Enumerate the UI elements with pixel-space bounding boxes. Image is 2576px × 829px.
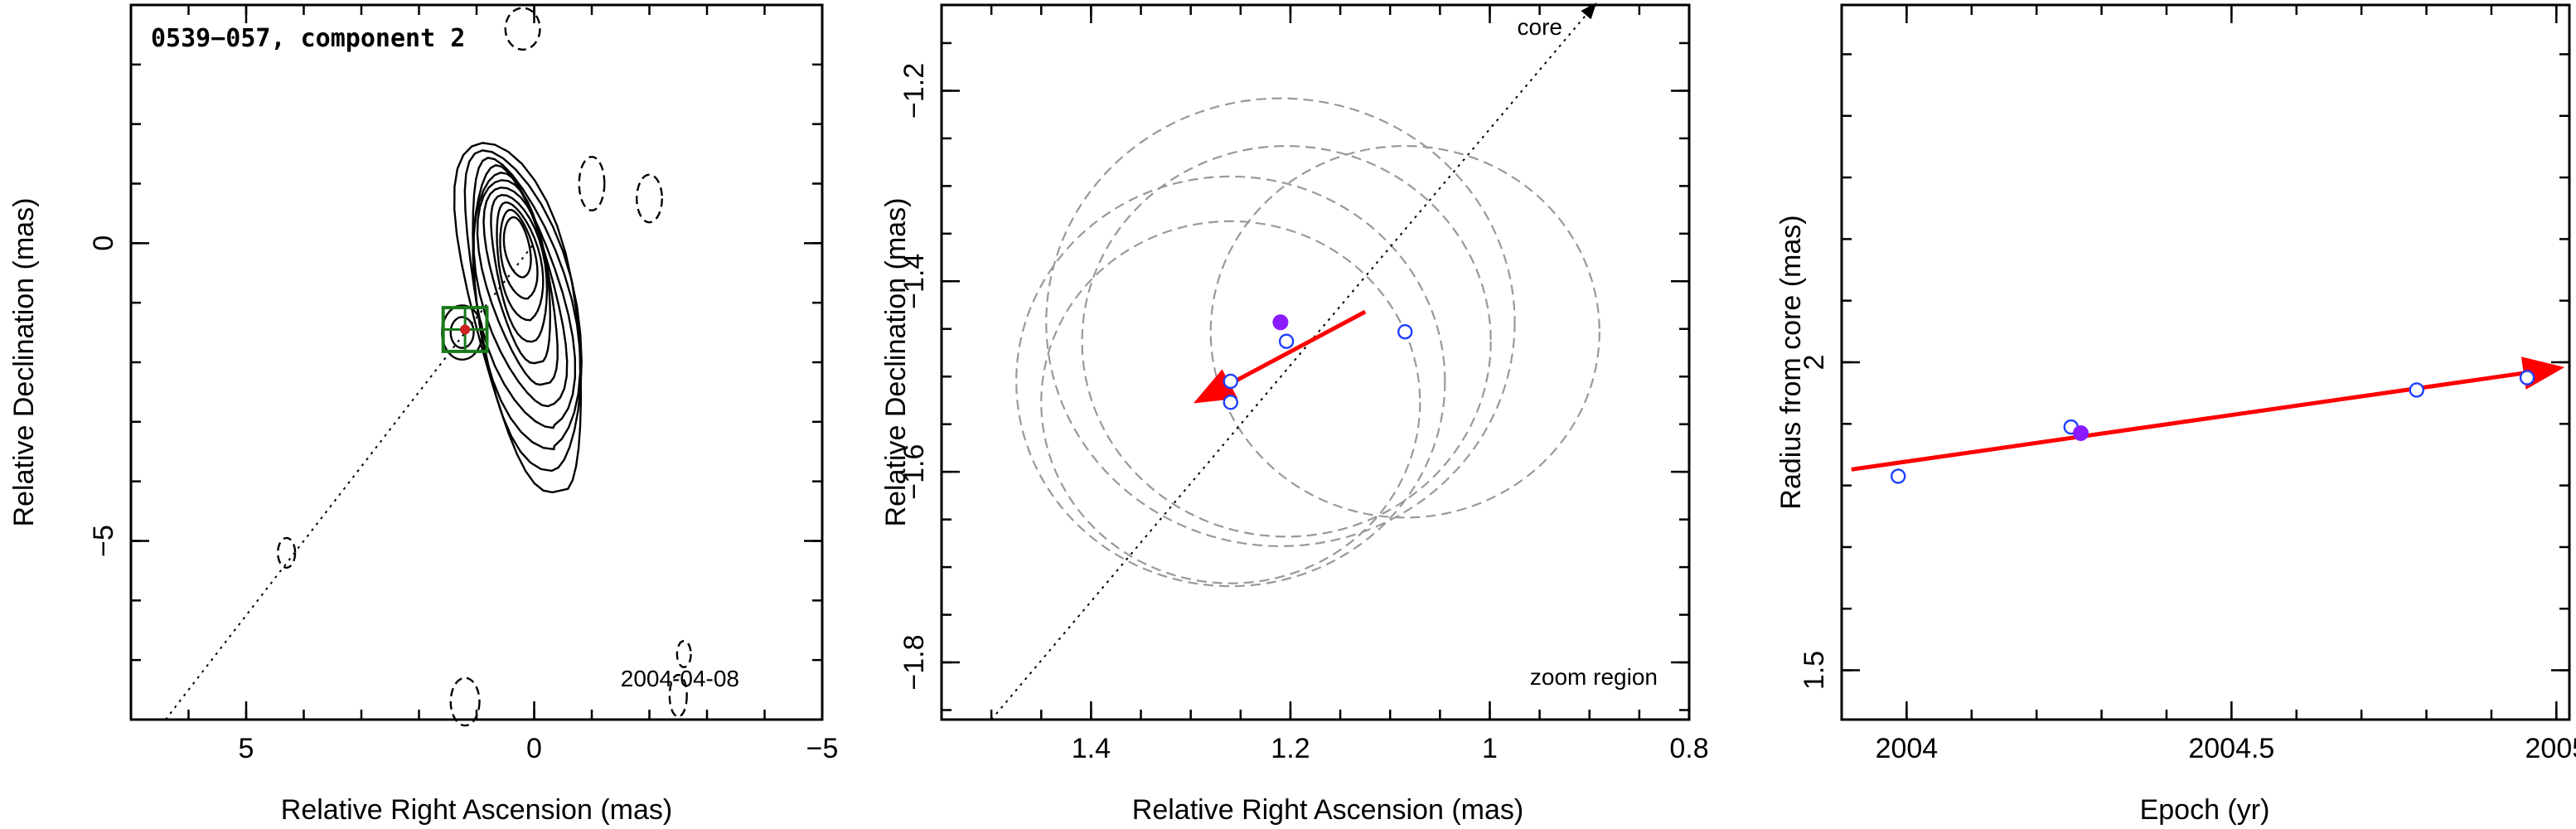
y-tick-label: 2 (1799, 355, 1830, 371)
positive-contour (496, 201, 545, 322)
error-circle (1015, 175, 1446, 588)
open-radius-point (1891, 468, 1906, 484)
radius-points (1891, 370, 2535, 484)
x-tick-label: −5 (806, 733, 839, 764)
positive-contour (502, 216, 532, 279)
axis-ticks: 5 0 −5 0 −5 (88, 3, 839, 764)
open-position-point (1223, 395, 1238, 410)
open-radius-point (2519, 370, 2535, 385)
plot-frame (129, 3, 824, 721)
negative-contour (636, 173, 663, 224)
open-position-point (1278, 333, 1295, 349)
x-tick-label: 0 (526, 733, 542, 764)
open-radius-point (2409, 382, 2424, 398)
position-points (1223, 314, 1413, 410)
panel-radius-epoch: 2004 2004.5 2005 1.5 2 Epoch (yr) Radius fro… (1775, 3, 2576, 826)
zoom-region-label: zoom region (1530, 664, 1658, 690)
y-tick-label: −1.8 (898, 634, 930, 690)
error-circle (1209, 145, 1600, 519)
component-contour (449, 316, 475, 349)
x-tick-label: 2004.5 (2188, 733, 2274, 764)
positive-contour (490, 193, 549, 343)
panel-zoom: 1.4 1.2 1 0.8 −1.2 −1.4 −1.6 −1.8 core zoom reg… (880, 2, 1709, 826)
x-tick-label: 1.2 (1271, 733, 1310, 764)
negative-contour (675, 639, 692, 668)
epoch-date-label: 2004-04-08 (621, 666, 739, 691)
y-axis-label: Relative Declination (mas) (880, 198, 912, 527)
positive-contour (463, 149, 583, 473)
positive-contour (472, 164, 576, 429)
y-tick-label: −1.2 (898, 63, 930, 119)
x-tick-label: 0.8 (1669, 733, 1708, 764)
error-circle (1040, 220, 1421, 584)
contour-group (277, 7, 692, 727)
core-label: core (1518, 14, 1562, 40)
axis-ticks: 1.4 1.2 1 0.8 −1.2 −1.4 −1.6 −1.8 (898, 5, 1709, 764)
x-axis-label: Epoch (yr) (2140, 794, 2270, 826)
x-tick-label: 2004 (1876, 733, 1939, 764)
error-circle (1081, 145, 1492, 538)
positive-contour (499, 208, 539, 300)
y-tick-label: −1.4 (898, 254, 930, 309)
filled-radius-point (2072, 424, 2089, 441)
open-position-point (1223, 373, 1238, 390)
x-axis-label: Relative Right Ascension (mas) (1132, 794, 1523, 826)
negative-contour (504, 7, 541, 51)
plot-frame (940, 3, 1691, 721)
negative-contour (668, 673, 688, 718)
jet-axis-line (990, 2, 1597, 720)
filled-position-point (1272, 314, 1289, 331)
y-tick-label: −5 (88, 525, 119, 557)
jet-axis-line (164, 242, 535, 720)
panel-contour-map: 5 0 −5 0 −5 0539−057, component 2 2004-04-08… (8, 3, 839, 826)
trend-arrow (1851, 356, 2565, 472)
plot-frame (1840, 3, 2571, 721)
y-axis-label: Radius from core (mas) (1775, 215, 1807, 509)
positive-contour (472, 172, 569, 408)
map-title: 0539−057, component 2 (151, 24, 465, 53)
error-circle-group (1015, 97, 1600, 588)
x-tick-label: 5 (239, 733, 254, 764)
positive-contour (472, 157, 582, 451)
positive-contour (476, 179, 559, 386)
positive-contour (482, 187, 552, 365)
x-axis-label: Relative Right Ascension (mas) (281, 794, 672, 826)
y-tick-label: −1.6 (898, 444, 930, 500)
negative-contour (277, 536, 297, 570)
y-tick-label: 1.5 (1799, 651, 1830, 690)
component-dot (460, 324, 471, 335)
x-tick-label: 1.4 (1072, 733, 1111, 764)
axis-ticks: 2004 2004.5 2005 1.5 2 (1799, 5, 2576, 764)
open-position-point (1397, 324, 1413, 340)
error-circle (1045, 97, 1516, 547)
negative-contour (449, 676, 481, 727)
y-tick-label: 0 (88, 235, 119, 251)
negative-contour (578, 155, 606, 212)
x-tick-label: 2005 (2525, 733, 2576, 764)
component-marker (441, 306, 489, 353)
y-axis-label: Relative Declination (mas) (8, 198, 40, 527)
x-tick-label: 1 (1482, 733, 1498, 764)
